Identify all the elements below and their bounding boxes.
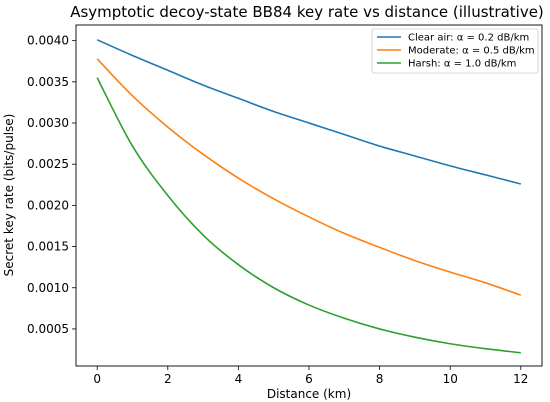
legend-label: Moderate: α = 0.5 dB/km xyxy=(408,46,535,57)
series-lines xyxy=(96,39,522,354)
x-tick-label: 4 xyxy=(235,372,243,386)
legend: Clear air: α = 0.2 dB/km Moderate: α = 0.… xyxy=(371,28,539,74)
legend-label: Harsh: α = 1.0 dB/km xyxy=(408,59,516,70)
legend-label: Clear air: α = 0.2 dB/km xyxy=(408,33,529,44)
series-line-2 xyxy=(96,58,522,296)
series-line-3 xyxy=(96,77,521,354)
x-tick-label: 12 xyxy=(513,372,528,386)
y-tick-label: 0.0005 xyxy=(27,322,69,336)
x-tick-label: 8 xyxy=(376,372,384,386)
legend-box xyxy=(371,28,539,74)
plot-frame xyxy=(75,24,543,367)
series-line-1 xyxy=(96,39,522,185)
y-tick-label: 0.0020 xyxy=(27,198,69,212)
y-axis-label: Secret key rate (bits/pulse) xyxy=(2,114,16,277)
x-tick-label: 2 xyxy=(164,372,172,386)
x-tick-label: 10 xyxy=(443,372,458,386)
y-tick-label: 0.0030 xyxy=(27,116,69,130)
x-axis-label: Distance (km) xyxy=(267,387,351,401)
chart-title: Asymptotic decoy-state BB84 key rate vs … xyxy=(70,3,544,21)
y-tick-label: 0.0025 xyxy=(27,157,69,171)
y-tick-label: 0.0015 xyxy=(27,240,69,254)
y-axis: 0.0005 0.0010 0.0015 0.0020 0.0025 0.0030 0.00… xyxy=(27,34,76,336)
x-axis: 0 2 4 6 8 10 12 xyxy=(93,366,528,386)
y-tick-label: 0.0010 xyxy=(27,281,69,295)
y-tick-label: 0.0035 xyxy=(27,75,69,89)
y-tick-label: 0.0040 xyxy=(27,34,69,48)
x-tick-label: 6 xyxy=(305,372,313,386)
x-tick-label: 0 xyxy=(93,372,101,386)
